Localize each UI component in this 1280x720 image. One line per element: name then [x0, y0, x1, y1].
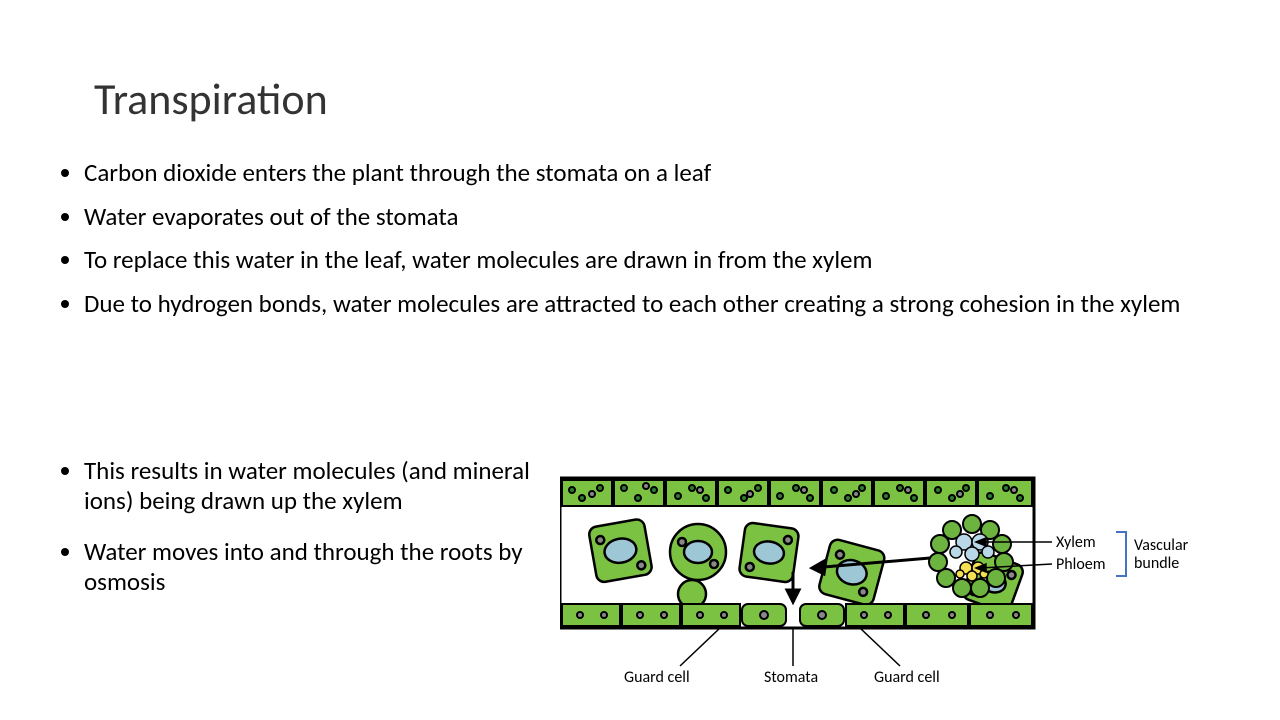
phloem-label: Phloem — [1056, 555, 1106, 574]
bullet-item: Due to hydrogen bonds, water molecules a… — [84, 289, 1224, 319]
slide-title: Transpiration — [94, 72, 328, 126]
guard-cell-right-label: Guard cell — [874, 668, 940, 687]
vascular-bundle-label-1: Vascular — [1134, 536, 1189, 555]
bullet-item: This results in water molecules (and min… — [84, 456, 574, 515]
bullet-item: Water moves into and through the roots b… — [84, 537, 574, 596]
xylem-label: Xylem — [1056, 533, 1096, 552]
vascular-bundle-label-2: bundle — [1134, 554, 1179, 573]
lower-epidermis — [562, 604, 1032, 626]
stomata-label: Stomata — [764, 668, 818, 687]
bullet-list-top: Carbon dioxide enters the plant through … — [54, 158, 1224, 332]
guard-cell-left-label: Guard cell — [624, 668, 690, 687]
leaf-cross-section-diagram: Guard cell Stomata Guard cell Xylem Phlo… — [560, 468, 1260, 708]
upper-epidermis — [562, 480, 1032, 506]
slide: Transpiration Carbon dioxide enters the … — [0, 0, 1280, 720]
bullet-item: Water evaporates out of the stomata — [84, 202, 1224, 232]
bullet-list-bottom: This results in water molecules (and min… — [54, 456, 574, 618]
bullet-item: Carbon dioxide enters the plant through … — [84, 158, 1224, 188]
vascular-bundle — [929, 515, 1013, 597]
bullet-item: To replace this water in the leaf, water… — [84, 245, 1224, 275]
